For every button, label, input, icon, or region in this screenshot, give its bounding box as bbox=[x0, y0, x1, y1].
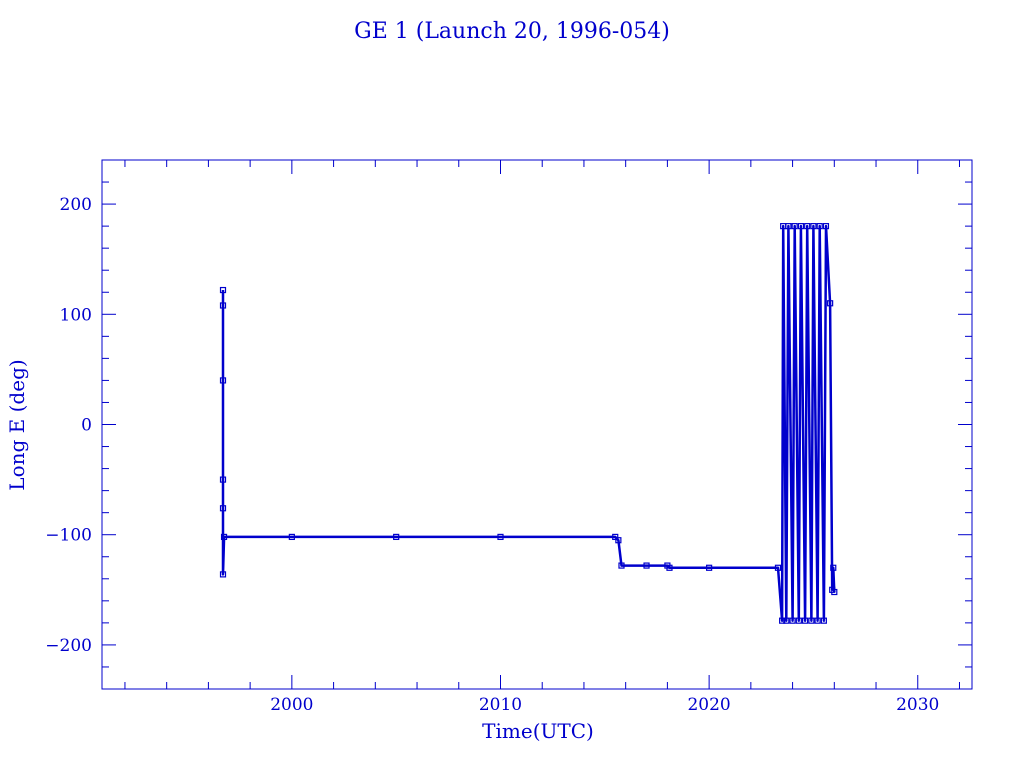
data-point bbox=[827, 300, 834, 307]
data-point bbox=[795, 617, 802, 624]
x-tick-label: 2030 bbox=[896, 695, 939, 715]
data-point bbox=[618, 562, 625, 569]
data-point bbox=[612, 533, 619, 541]
data-point bbox=[791, 223, 798, 230]
data-point bbox=[822, 223, 830, 230]
data-series bbox=[219, 223, 838, 624]
data-point bbox=[814, 617, 821, 624]
data-point bbox=[789, 617, 796, 624]
y-tick-label: 200 bbox=[60, 195, 92, 215]
chart-title: GE 1 (Launch 20, 1996-054) bbox=[354, 19, 670, 44]
y-tick-label: −200 bbox=[45, 636, 92, 656]
data-point bbox=[497, 533, 504, 541]
data-point bbox=[820, 617, 827, 624]
data-point bbox=[219, 476, 227, 483]
series-line bbox=[221, 224, 836, 622]
data-point bbox=[219, 571, 227, 578]
x-tick-label: 2000 bbox=[270, 695, 313, 715]
data-point bbox=[797, 223, 805, 230]
data-point bbox=[830, 564, 837, 571]
data-point bbox=[779, 617, 786, 624]
data-point bbox=[220, 533, 228, 541]
data-point bbox=[801, 617, 809, 624]
x-tick-label: 2020 bbox=[687, 695, 730, 715]
y-axis: −200 −100 0 100 200 bbox=[45, 159, 972, 690]
x-axis: 2000 2010 2020 2030 bbox=[124, 160, 960, 715]
data-point bbox=[816, 223, 823, 230]
y-tick-label: 0 bbox=[81, 416, 92, 436]
data-point bbox=[615, 537, 622, 544]
x-axis-label: Time(UTC) bbox=[482, 719, 594, 743]
data-point bbox=[804, 223, 811, 230]
data-point bbox=[831, 588, 838, 596]
data-point bbox=[643, 562, 650, 569]
data-point bbox=[219, 505, 227, 512]
data-point bbox=[706, 564, 713, 571]
y-axis-label: Long E (deg) bbox=[5, 359, 29, 490]
data-point bbox=[785, 223, 792, 230]
data-point bbox=[808, 617, 815, 624]
data-point bbox=[219, 302, 227, 309]
plot-frame bbox=[101, 159, 973, 690]
data-point bbox=[288, 533, 295, 541]
data-point bbox=[783, 617, 790, 624]
data-point bbox=[393, 533, 400, 541]
data-point bbox=[219, 286, 227, 294]
data-point bbox=[810, 223, 817, 230]
y-tick-label: −100 bbox=[45, 526, 92, 546]
x-tick-label: 2010 bbox=[479, 695, 522, 715]
y-tick-label: 100 bbox=[60, 305, 92, 325]
data-point bbox=[219, 377, 227, 384]
data-point bbox=[774, 564, 782, 571]
data-point bbox=[666, 564, 673, 571]
